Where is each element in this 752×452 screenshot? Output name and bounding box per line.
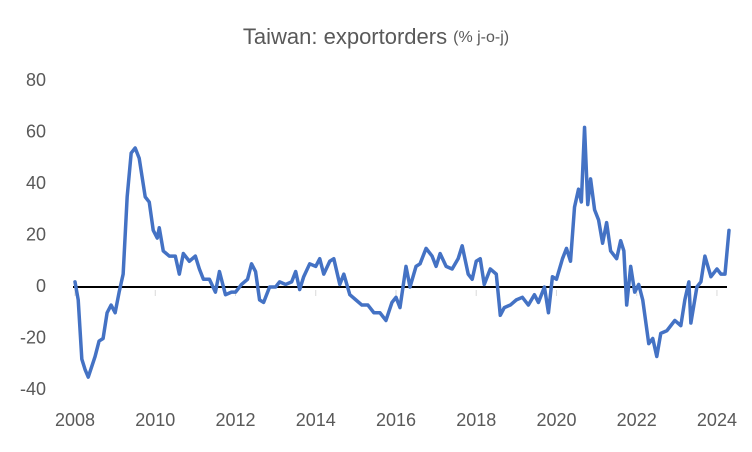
x-tick-label: 2020	[536, 410, 576, 430]
x-tick-label: 2010	[135, 410, 175, 430]
y-tick-label: -20	[20, 327, 46, 347]
x-tick-label: 2018	[456, 410, 496, 430]
y-tick-label: 60	[26, 121, 46, 141]
title-unit: (% j-o-j)	[453, 29, 509, 46]
y-tick-label: 20	[26, 224, 46, 244]
x-tick-label: 2016	[376, 410, 416, 430]
data-line	[73, 125, 731, 379]
y-tick-label: -40	[20, 379, 46, 399]
chart-title: Taiwan: exportorders (% j-o-j)	[243, 24, 509, 49]
x-tick-label: 2024	[697, 410, 737, 430]
y-tick-label: 80	[26, 70, 46, 90]
title-main: Taiwan: exportorders	[243, 24, 447, 49]
x-tick-label: 2014	[296, 410, 336, 430]
x-tick-label: 2012	[215, 410, 255, 430]
y-tick-label: 40	[26, 173, 46, 193]
x-tick-label: 2022	[617, 410, 657, 430]
y-tick-label: 0	[36, 276, 46, 296]
x-tick-label: 2008	[55, 410, 95, 430]
